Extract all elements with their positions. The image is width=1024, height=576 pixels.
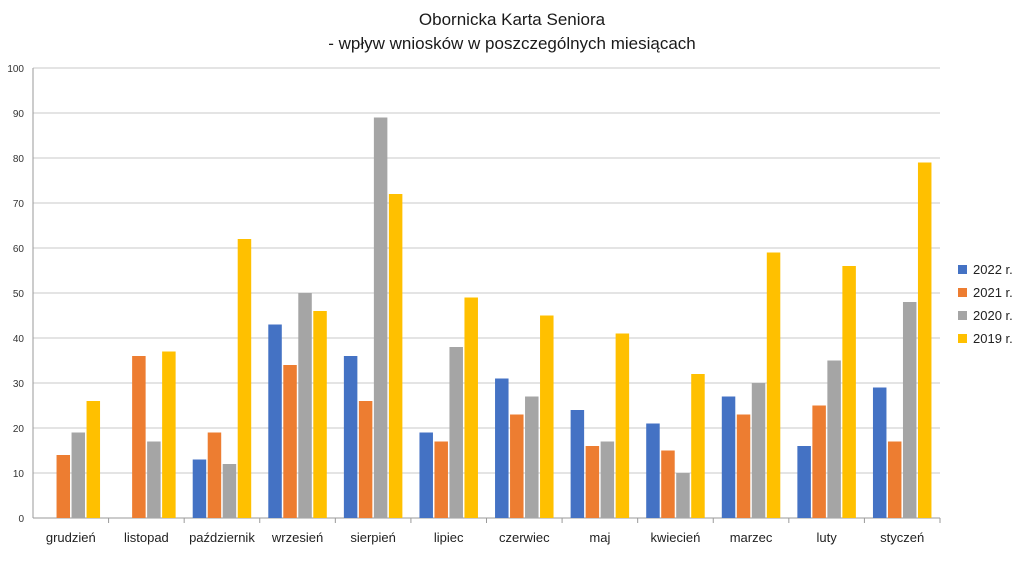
bar xyxy=(525,396,539,518)
y-tick-label: 90 xyxy=(13,109,25,120)
bar xyxy=(162,351,176,518)
y-tick-label: 30 xyxy=(13,379,25,390)
bar xyxy=(540,315,554,518)
bar xyxy=(766,252,781,518)
bar xyxy=(842,266,856,518)
bar xyxy=(751,383,766,518)
bar xyxy=(343,356,358,518)
x-tick-label: marzec xyxy=(730,530,773,545)
x-tick-label: luty xyxy=(817,530,838,545)
legend-label-2021: 2021 r. xyxy=(973,285,1013,300)
legend-swatch-2020 xyxy=(958,311,967,320)
bar xyxy=(917,162,932,518)
x-tick-label: sierpień xyxy=(350,530,396,545)
bar xyxy=(736,414,751,518)
legend-label-2022: 2022 r. xyxy=(973,262,1013,277)
y-tick-label: 70 xyxy=(13,199,25,210)
bar xyxy=(268,324,282,518)
x-tick-label: lipiec xyxy=(434,530,464,545)
bar xyxy=(691,374,705,518)
bar xyxy=(237,239,252,518)
bar xyxy=(434,441,448,518)
bar xyxy=(192,459,207,518)
bar xyxy=(464,297,478,518)
x-tick-label: październik xyxy=(189,530,255,545)
bar xyxy=(358,401,373,518)
x-tick-label: grudzień xyxy=(46,530,96,545)
chart-subtitle: - wpływ wniosków w poszczególnych miesią… xyxy=(328,34,696,53)
x-tick-label: kwiecień xyxy=(651,530,701,545)
bar xyxy=(373,117,388,518)
bar xyxy=(86,401,101,518)
bar xyxy=(419,432,433,518)
x-tick-label: styczeń xyxy=(880,530,924,545)
bar xyxy=(147,441,161,518)
bar xyxy=(600,441,615,518)
legend-label-2019: 2019 r. xyxy=(973,331,1013,346)
bar xyxy=(661,450,675,518)
bar xyxy=(388,194,403,518)
bar xyxy=(676,473,690,518)
legend-label-2020: 2020 r. xyxy=(973,308,1013,323)
bar xyxy=(585,446,600,518)
legend: 2022 r. 2021 r. 2020 r. 2019 r. xyxy=(958,258,1013,350)
y-tick-label: 100 xyxy=(7,64,24,75)
bar xyxy=(298,293,312,518)
legend-item-2022: 2022 r. xyxy=(958,258,1013,281)
bar xyxy=(207,432,222,518)
bar xyxy=(56,455,71,518)
bar xyxy=(887,441,902,518)
legend-swatch-2019 xyxy=(958,334,967,343)
y-tick-label: 80 xyxy=(13,154,25,165)
bar xyxy=(495,378,509,518)
legend-item-2020: 2020 r. xyxy=(958,304,1013,327)
legend-item-2019: 2019 r. xyxy=(958,327,1013,350)
bar xyxy=(222,464,237,518)
bar xyxy=(71,432,86,518)
bar xyxy=(449,347,463,518)
bar xyxy=(721,396,736,518)
y-tick-label: 0 xyxy=(18,514,24,525)
legend-item-2021: 2021 r. xyxy=(958,281,1013,304)
x-tick-label: czerwiec xyxy=(499,530,550,545)
x-tick-label: maj xyxy=(589,530,610,545)
bar xyxy=(510,414,524,518)
bar xyxy=(615,333,630,518)
bar xyxy=(812,405,826,518)
x-tick-label: listopad xyxy=(124,530,169,545)
bar xyxy=(646,423,660,518)
chart-title: Obornicka Karta Seniora xyxy=(418,10,606,29)
x-tick-label: wrzesień xyxy=(271,530,323,545)
y-tick-label: 10 xyxy=(13,469,25,480)
bar xyxy=(570,410,585,518)
y-tick-label: 60 xyxy=(13,244,25,255)
legend-swatch-2022 xyxy=(958,265,967,274)
bar xyxy=(283,365,297,518)
legend-swatch-2021 xyxy=(958,288,967,297)
y-tick-label: 20 xyxy=(13,424,25,435)
bar xyxy=(797,446,811,518)
bar xyxy=(827,360,841,518)
bar xyxy=(872,387,887,518)
bar xyxy=(902,302,917,518)
bar xyxy=(313,311,327,518)
y-tick-label: 50 xyxy=(13,289,25,300)
bar xyxy=(132,356,146,518)
y-tick-label: 40 xyxy=(13,334,25,345)
